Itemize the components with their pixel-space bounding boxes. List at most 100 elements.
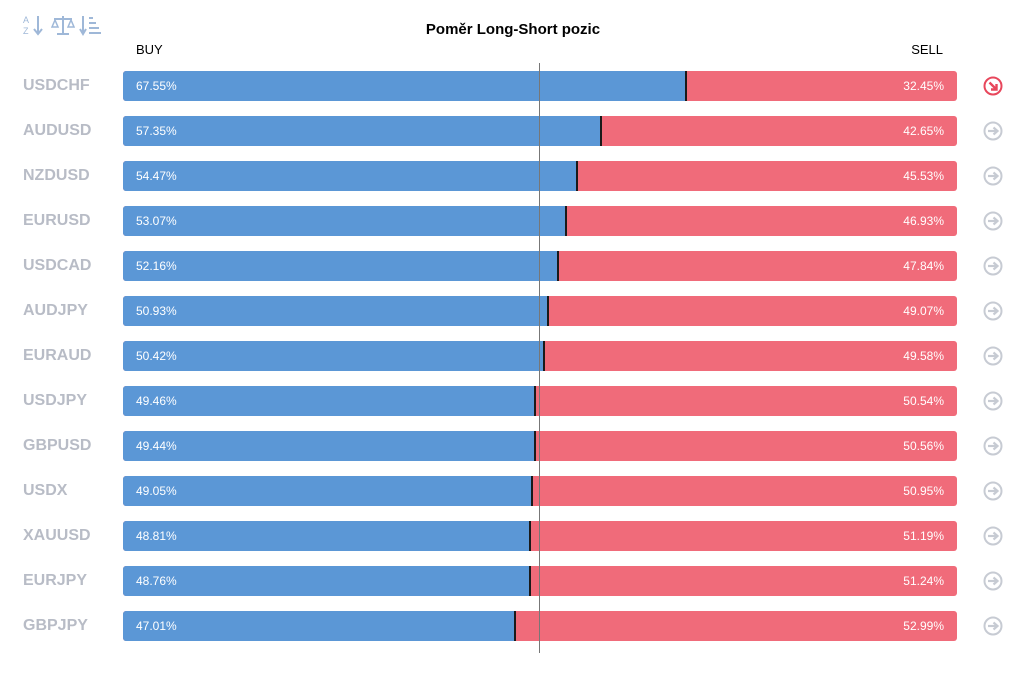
sell-percent-label: 42.65% xyxy=(903,124,944,138)
chart-row: GBPJPY 47.01% 52.99% xyxy=(0,611,1026,641)
sell-percent-label: 49.07% xyxy=(903,304,944,318)
chart-row: NZDUSD 54.47% 45.53% xyxy=(0,161,1026,191)
buy-bar xyxy=(123,251,558,281)
sell-bar: 50.42% 49.58% xyxy=(123,341,957,371)
arrow-right-circle-icon[interactable] xyxy=(983,346,1003,366)
bar-divider xyxy=(543,341,545,371)
sell-percent-label: 32.45% xyxy=(903,79,944,93)
buy-percent-label: 48.81% xyxy=(136,529,177,543)
symbol-label[interactable]: USDX xyxy=(23,482,68,499)
symbol-label[interactable]: USDJPY xyxy=(23,392,88,409)
chart-row: EURUSD 53.07% 46.93% xyxy=(0,206,1026,236)
sell-percent-label: 51.19% xyxy=(903,529,944,543)
buy-bar xyxy=(123,206,566,236)
sell-percent-label: 50.54% xyxy=(903,394,944,408)
symbol-label[interactable]: USDCHF xyxy=(23,77,90,94)
sort-toolbar: A Z xyxy=(23,13,101,37)
balance-scale-icon[interactable] xyxy=(50,13,76,37)
bar-divider xyxy=(576,161,578,191)
bar-divider xyxy=(534,386,536,416)
sell-bar: 48.76% 51.24% xyxy=(123,566,957,596)
buy-bar xyxy=(123,341,544,371)
chart-row: USDCHF 67.55% 32.45% xyxy=(0,71,1026,101)
buy-bar xyxy=(123,296,548,326)
buy-percent-label: 52.16% xyxy=(136,259,177,273)
arrow-right-circle-icon[interactable] xyxy=(983,481,1003,501)
bar-divider xyxy=(547,296,549,326)
chart-title: Poměr Long-Short pozic xyxy=(425,21,601,38)
chart-row: USDX 49.05% 50.95% xyxy=(0,476,1026,506)
chart-row: AUDJPY 50.93% 49.07% xyxy=(0,296,1026,326)
arrow-right-circle-icon[interactable] xyxy=(983,571,1003,591)
bar-divider xyxy=(531,476,533,506)
buy-percent-label: 57.35% xyxy=(136,124,177,138)
buy-percent-label: 54.47% xyxy=(136,169,177,183)
fifty-percent-reference-line xyxy=(539,63,540,653)
svg-text:Z: Z xyxy=(23,26,29,36)
buy-bar xyxy=(123,116,601,146)
symbol-label[interactable]: AUDJPY xyxy=(23,302,88,319)
symbol-label[interactable]: XAUUSD xyxy=(23,527,91,544)
arrow-right-circle-icon[interactable] xyxy=(983,256,1003,276)
buy-bar xyxy=(123,71,686,101)
buy-bar xyxy=(123,611,515,641)
buy-percent-label: 53.07% xyxy=(136,214,177,228)
chart-row: EURAUD 50.42% 49.58% xyxy=(0,341,1026,371)
buy-percent-label: 47.01% xyxy=(136,619,177,633)
sort-amount-icon[interactable] xyxy=(79,13,101,37)
arrow-right-circle-icon[interactable] xyxy=(983,301,1003,321)
sell-bar: 67.55% 32.45% xyxy=(123,71,957,101)
sell-bar: 57.35% 42.65% xyxy=(123,116,957,146)
buy-bar xyxy=(123,521,530,551)
sell-bar: 53.07% 46.93% xyxy=(123,206,957,236)
symbol-label[interactable]: USDCAD xyxy=(23,257,92,274)
sell-percent-label: 46.93% xyxy=(903,214,944,228)
sell-percent-label: 49.58% xyxy=(903,349,944,363)
arrow-right-circle-icon[interactable] xyxy=(983,121,1003,141)
symbol-label[interactable]: EURUSD xyxy=(23,212,91,229)
sell-bar: 49.46% 50.54% xyxy=(123,386,957,416)
arrow-down-right-alert-icon[interactable] xyxy=(983,76,1003,96)
sell-column-label: SELL xyxy=(911,42,943,57)
sell-percent-label: 50.95% xyxy=(903,484,944,498)
symbol-label[interactable]: EURJPY xyxy=(23,572,88,589)
sort-alpha-icon[interactable]: A Z xyxy=(23,13,45,37)
sell-percent-label: 51.24% xyxy=(903,574,944,588)
arrow-right-circle-icon[interactable] xyxy=(983,166,1003,186)
sell-percent-label: 47.84% xyxy=(903,259,944,273)
symbol-label[interactable]: NZDUSD xyxy=(23,167,90,184)
bar-divider xyxy=(565,206,567,236)
bar-divider xyxy=(557,251,559,281)
symbol-label[interactable]: GBPUSD xyxy=(23,437,92,454)
sell-percent-label: 50.56% xyxy=(903,439,944,453)
buy-percent-label: 67.55% xyxy=(136,79,177,93)
symbol-label[interactable]: EURAUD xyxy=(23,347,92,364)
sell-percent-label: 45.53% xyxy=(903,169,944,183)
sell-bar: 52.16% 47.84% xyxy=(123,251,957,281)
arrow-right-circle-icon[interactable] xyxy=(983,211,1003,231)
arrow-right-circle-icon[interactable] xyxy=(983,391,1003,411)
buy-bar xyxy=(123,566,530,596)
buy-percent-label: 49.46% xyxy=(136,394,177,408)
sell-percent-label: 52.99% xyxy=(903,619,944,633)
bar-divider xyxy=(529,566,531,596)
bar-divider xyxy=(514,611,516,641)
buy-bar xyxy=(123,431,535,461)
buy-column-label: BUY xyxy=(136,42,163,57)
buy-percent-label: 49.05% xyxy=(136,484,177,498)
sell-bar: 49.44% 50.56% xyxy=(123,431,957,461)
sell-bar: 54.47% 45.53% xyxy=(123,161,957,191)
chart-row: EURJPY 48.76% 51.24% xyxy=(0,566,1026,596)
arrow-right-circle-icon[interactable] xyxy=(983,436,1003,456)
bar-divider xyxy=(685,71,687,101)
buy-bar xyxy=(123,476,532,506)
symbol-label[interactable]: AUDUSD xyxy=(23,122,92,139)
buy-percent-label: 49.44% xyxy=(136,439,177,453)
symbol-label[interactable]: GBPJPY xyxy=(23,617,88,634)
sell-bar: 48.81% 51.19% xyxy=(123,521,957,551)
arrow-right-circle-icon[interactable] xyxy=(983,616,1003,636)
buy-percent-label: 50.93% xyxy=(136,304,177,318)
buy-bar xyxy=(123,386,535,416)
svg-text:A: A xyxy=(23,15,29,25)
arrow-right-circle-icon[interactable] xyxy=(983,526,1003,546)
